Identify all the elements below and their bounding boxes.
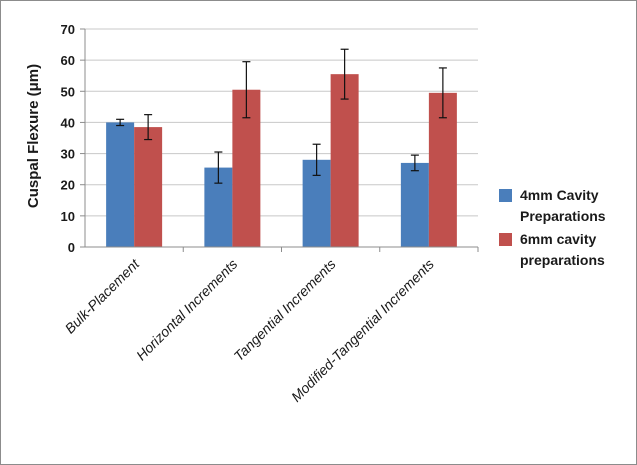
y-axis-label: Cuspal Flexure (μm): [25, 64, 42, 208]
legend-label: 4mm Cavity: [520, 187, 599, 203]
legend-label: Preparations: [520, 208, 606, 224]
y-tick-label: 50: [61, 84, 75, 99]
legend: 4mm Cavity Preparations 6mm cavity preparat…: [499, 187, 606, 268]
bars: [106, 74, 457, 248]
y-tick-label: 40: [61, 115, 75, 130]
bar: [400, 162, 429, 247]
y-tick-label: 60: [61, 53, 75, 68]
y-tick-label: 20: [61, 178, 75, 193]
y-tick-label: 70: [61, 22, 75, 37]
bar: [330, 74, 359, 248]
bar: [106, 122, 135, 247]
y-tick-label: 30: [61, 147, 75, 162]
legend-swatch: [499, 233, 512, 246]
legend-swatch: [499, 189, 512, 202]
category-label: Horizontal Increments: [133, 256, 241, 364]
category-label: Bulk-Placement: [62, 255, 143, 336]
legend-label: preparations: [520, 252, 605, 268]
bar: [428, 92, 457, 247]
y-tick-label: 10: [61, 209, 75, 224]
error-bars: [116, 48, 447, 184]
y-tick-labels: 0 10 20 30 40 50 60 70: [61, 22, 75, 255]
bar: [134, 127, 163, 247]
category-label: Tangential Increments: [230, 256, 338, 364]
y-tick-label: 0: [68, 240, 75, 255]
legend-label: 6mm cavity: [520, 231, 596, 247]
